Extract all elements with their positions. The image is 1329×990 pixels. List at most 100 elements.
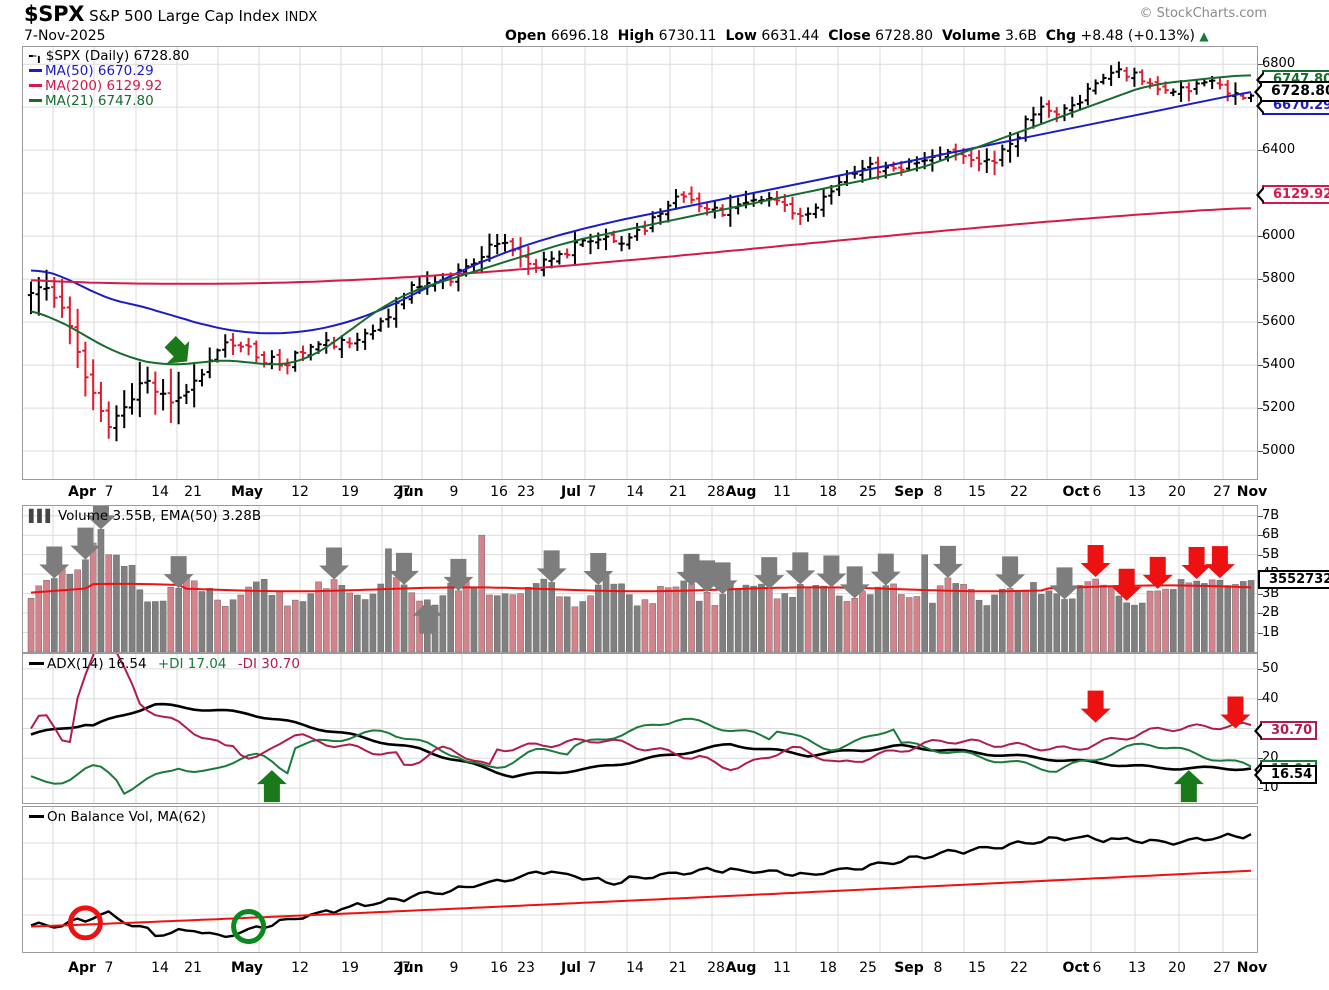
adx-y-tick: 50 [1262,660,1279,676]
adx-badge: 16.54 [1260,765,1318,784]
x-axis-month-label: May [230,484,264,500]
x-axis-day-label: 21 [669,484,687,500]
x-axis-day-label: 22 [1010,484,1028,500]
ma200-line-swatch [29,83,42,87]
price-legend: ╾╻ $SPX (Daily) 6728.80 MA(50) 6670.29 M… [29,49,189,109]
close-value: 6728.80 [875,28,934,44]
volume-y-tickmark [1258,515,1263,517]
x-axis-day-label: 14 [151,960,169,976]
adx-y-tickmark [1258,758,1263,760]
price-y-tick: 5000 [1262,443,1296,459]
x-axis-day-label: 19 [341,960,359,976]
x-axis-month-label: Sep [894,960,924,976]
x-axis-day-label: 7 [104,484,114,500]
volume-y-tick: 1B [1262,624,1280,640]
x-axis-day-label: 13 [1128,960,1146,976]
x-axis-day-label: 23 [517,960,535,976]
obv-chart-panel[interactable]: On Balance Vol, MA(62) [22,806,1258,953]
chg-up-arrow-icon: ▲ [1199,29,1209,43]
x-axis-day-label: 7 [104,960,114,976]
x-axis-day-label: 25 [859,960,877,976]
high-value: 6730.11 [658,28,717,44]
x-axis-day-label: 27 [1213,484,1231,500]
pdi-legend-label: +DI 17.04 [157,656,227,672]
x-axis-month-label: Aug [725,484,757,500]
x-axis-top: Apr 7 14 21 May 12 19 27 Jun 9 16 23 Jul 7 14 21 28 Aug 11… [22,484,1267,504]
x-axis-day-label: 27 [393,960,411,976]
adx-line-swatch [29,661,44,665]
volume-plot [23,506,1257,652]
adx-y-tickmark [1258,668,1263,670]
x-axis-day-label: 18 [819,960,837,976]
x-axis-day-label: 14 [626,484,644,500]
adx-y-tick: 40 [1262,690,1279,706]
low-label: Low [725,28,757,44]
x-axis-month-label: Jun [398,484,424,500]
x-axis-month-label: Oct [1062,484,1090,500]
volume-y-tickmark [1258,613,1263,615]
x-axis-day-label: 28 [707,484,725,500]
volume-y-tick: 2B [1262,605,1280,621]
x-axis-month-label: Oct [1062,960,1090,976]
ma50-legend-row: MA(50) 6670.29 [29,64,189,79]
x-axis-month-label: Nov [1236,484,1268,500]
price-y-tickmark [1258,236,1263,238]
ma200-legend-row: MA(200) 6129.92 [29,79,189,94]
x-axis-day-label: 18 [819,484,837,500]
x-axis-day-label: 15 [968,484,986,500]
obv-legend: On Balance Vol, MA(62) [29,809,206,825]
price-y-tickmark [1258,322,1263,324]
price-y-tickmark [1258,150,1263,152]
volume-y-tickmark [1258,535,1263,537]
adx-chart-panel[interactable]: ADX(14) 16.54 +DI 17.04 -DI 30.70 [22,653,1258,804]
x-axis-day-label: 6 [1092,484,1102,500]
price-y-tick: 6400 [1262,142,1296,158]
symbol-ticker: $SPX [24,2,85,26]
volume-chart-panel[interactable]: ▌▌▌ Volume 3.55B, EMA(50) 3.28B [22,505,1258,653]
price-chart-panel[interactable]: ╾╻ $SPX (Daily) 6728.80 MA(50) 6670.29 M… [22,46,1258,480]
symbol-exchange: INDX [284,10,318,25]
price-y-tick: 5400 [1262,357,1296,373]
adx-legend: ADX(14) 16.54 +DI 17.04 -DI 30.70 [29,656,300,672]
price-y-tick: 5800 [1262,271,1296,287]
ma21-line-swatch [29,98,42,102]
volume-y-tick: 3B [1262,585,1280,601]
obv-legend-label: On Balance Vol, MA(62) [47,809,206,825]
close-badge: 6728.80 [1260,81,1329,102]
volume-label: Volume [941,28,1001,44]
x-axis-month-label: Jul [561,960,581,976]
x-axis-month-label: Jul [561,484,581,500]
price-legend-title-row: ╾╻ $SPX (Daily) 6728.80 [29,49,189,64]
ma21-legend-label: MA(21) 6747.80 [45,93,154,109]
quote-date: 7-Nov-2025 [24,28,106,44]
x-axis-month-label: Jun [398,960,424,976]
x-axis-month-label: Sep [894,484,924,500]
open-value: 6696.18 [550,28,609,44]
price-y-tickmark [1258,451,1263,453]
x-axis-day-label: 28 [707,960,725,976]
volume-badge: 3552732 [1258,570,1329,589]
volume-y-tickmark [1258,632,1263,634]
x-axis-month-label: Aug [725,960,757,976]
x-axis-day-label: 9 [449,484,459,500]
open-label: Open [505,28,547,44]
price-y-tick: 6000 [1262,228,1296,244]
chart-header: $SPX S&P 500 Large Cap Index INDX 7-Nov-20… [0,0,1329,50]
quote-bar: Open 6696.18 High 6730.11 Low 6631.44 Cl… [505,28,1209,44]
x-axis-day-label: 13 [1128,484,1146,500]
volume-y-tickmark [1258,593,1263,595]
ma50-line-swatch [29,68,42,72]
volume-bars-icon: ▌▌▌ [29,509,55,523]
close-label: Close [828,28,871,44]
x-axis-month-label: Apr [68,960,96,976]
price-plot [23,47,1257,479]
price-y-tick: 5600 [1262,314,1296,330]
price-y-tick: 5200 [1262,400,1296,416]
x-axis-day-label: 8 [933,484,943,500]
low-value: 6631.44 [761,28,820,44]
volume-y-tick: 7B [1262,507,1280,523]
x-axis-month-label: May [230,960,264,976]
price-y-tickmark [1258,365,1263,367]
obv-plot [23,807,1257,952]
x-axis-day-label: 7 [587,960,597,976]
